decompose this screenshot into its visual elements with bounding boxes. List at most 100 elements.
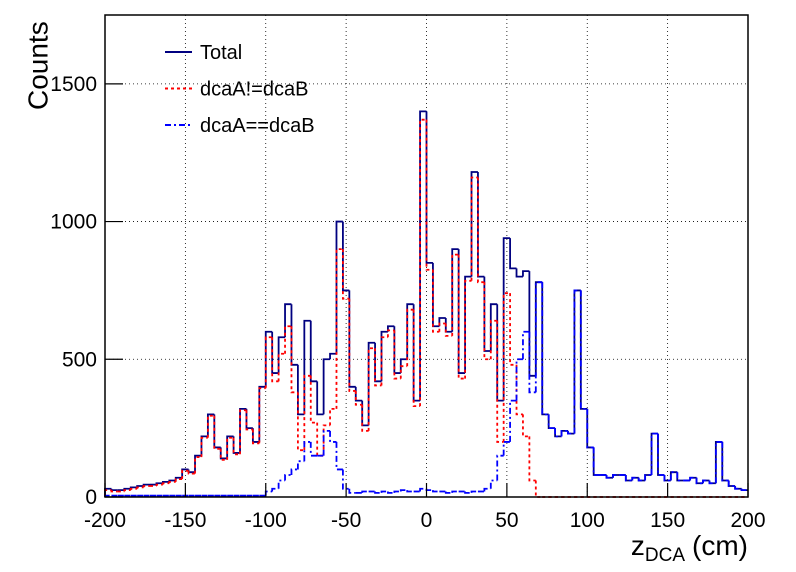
- histogram-bin: [605, 474, 613, 479]
- histogram-bin: [129, 487, 138, 491]
- histogram-bin: [554, 428, 562, 438]
- histogram-bin: [567, 430, 575, 435]
- x-axis-label: zDCA (cm): [631, 530, 748, 566]
- histogram-bin: [637, 477, 646, 482]
- histogram-bin: [714, 441, 723, 484]
- histogram-bin: [284, 325, 292, 354]
- histogram-bin: [734, 485, 742, 490]
- histogram-bin: [515, 364, 523, 416]
- histogram-bin: [322, 429, 331, 456]
- histogram-bin: [624, 474, 633, 482]
- histogram-bin: [740, 488, 748, 492]
- histogram-bin: [239, 409, 247, 455]
- x-tick-label: -200: [84, 509, 126, 532]
- histogram-bin: [727, 480, 736, 487]
- histogram-bin: [181, 469, 189, 480]
- histogram-bin: [489, 303, 498, 352]
- histogram-bin: [489, 319, 498, 360]
- legend-label: dcaA!=dcaB: [200, 79, 308, 101]
- histogram-bin: [496, 454, 504, 481]
- histogram-bin: [612, 474, 620, 478]
- histogram-bin: [387, 329, 395, 338]
- histogram-bin: [496, 320, 504, 443]
- histogram-bin: [406, 308, 414, 367]
- histogram-bin: [213, 415, 221, 450]
- histogram-bin: [174, 478, 183, 482]
- legend: Total dcaA!=dcaB dcaA==dcaB: [165, 42, 315, 137]
- histogram-bin: [342, 221, 350, 292]
- histogram-bin: [245, 410, 253, 431]
- histogram-bin: [399, 358, 408, 374]
- x-tick-label: -100: [245, 509, 287, 532]
- histogram-bin: [194, 456, 202, 474]
- histogram-bin: [316, 381, 324, 416]
- histogram-bin: [399, 489, 408, 492]
- histogram-bin: [393, 330, 401, 380]
- histogram-bin: [702, 479, 710, 484]
- legend-label: dcaA==dcaB: [200, 115, 315, 137]
- histogram-bin: [232, 437, 241, 456]
- histogram-bin: [528, 436, 536, 482]
- histogram-bin: [676, 472, 684, 482]
- histogram-bin: [502, 237, 511, 401]
- histogram-bin: [239, 407, 247, 453]
- x-tick-label: 50: [495, 509, 518, 532]
- histogram-bin: [522, 330, 530, 360]
- histogram-bin: [297, 364, 305, 416]
- histogram-bin: [470, 171, 478, 277]
- histogram-bin: [438, 322, 446, 332]
- histogram-bin: [155, 483, 163, 486]
- histogram-bin: [425, 119, 433, 271]
- histogram-bin: [374, 491, 382, 494]
- histogram-bin: [284, 303, 292, 338]
- histogram-bin: [329, 352, 337, 360]
- histogram-bin: [361, 490, 369, 493]
- histogram-bin: [515, 268, 523, 278]
- histogram-bin: [464, 491, 472, 494]
- histogram-bin: [541, 282, 549, 416]
- histogram-bin: [644, 474, 652, 481]
- histogram-bin: [380, 490, 388, 493]
- histogram-bin: [419, 487, 427, 492]
- histogram-bin: [335, 220, 343, 354]
- histogram-bin: [432, 490, 440, 493]
- histogram-bin: [271, 337, 279, 383]
- histogram-bin: [277, 479, 286, 489]
- histogram-bin: [515, 358, 523, 401]
- histogram-bin: [374, 348, 382, 387]
- histogram-bin: [721, 441, 729, 482]
- histogram-bin: [354, 390, 363, 406]
- histogram-bin: [380, 336, 388, 386]
- histogram-bin: [136, 486, 144, 489]
- histogram-bin: [631, 476, 639, 481]
- histogram-bin: [457, 254, 466, 380]
- legend-label: Total: [200, 42, 242, 64]
- histogram-bin: [342, 469, 350, 490]
- x-tick-label: 100: [570, 509, 605, 532]
- histogram-bin: [168, 480, 176, 484]
- histogram-bin: [110, 490, 118, 493]
- histogram-bin: [284, 474, 292, 481]
- y-axis-label: Counts: [22, 21, 53, 110]
- histogram-bin: [329, 407, 337, 426]
- x-axis-label-unit: (cm): [692, 530, 748, 561]
- histogram-bin: [470, 176, 478, 281]
- histogram-bin: [322, 358, 331, 415]
- y-tick-label: 500: [62, 348, 97, 371]
- histogram-bin: [367, 341, 376, 426]
- histogram-bin: [297, 460, 305, 470]
- histogram-bin: [309, 441, 318, 457]
- histogram-bin: [419, 110, 427, 401]
- histogram-bin: [329, 430, 337, 443]
- histogram-bin: [181, 468, 189, 478]
- histogram-bin: [393, 490, 401, 493]
- histogram-bin: [290, 326, 298, 394]
- y-tick-label: 1000: [50, 211, 97, 234]
- histogram-bin: [663, 474, 671, 482]
- axes: -200 -150 -100 -50 0 50 100 150 200 0 500 1000 1500: [50, 73, 765, 532]
- histogram-bin: [123, 489, 131, 492]
- histogram-bin: [669, 471, 678, 481]
- histogram-bin: [689, 476, 697, 481]
- histogram-bin: [586, 408, 594, 449]
